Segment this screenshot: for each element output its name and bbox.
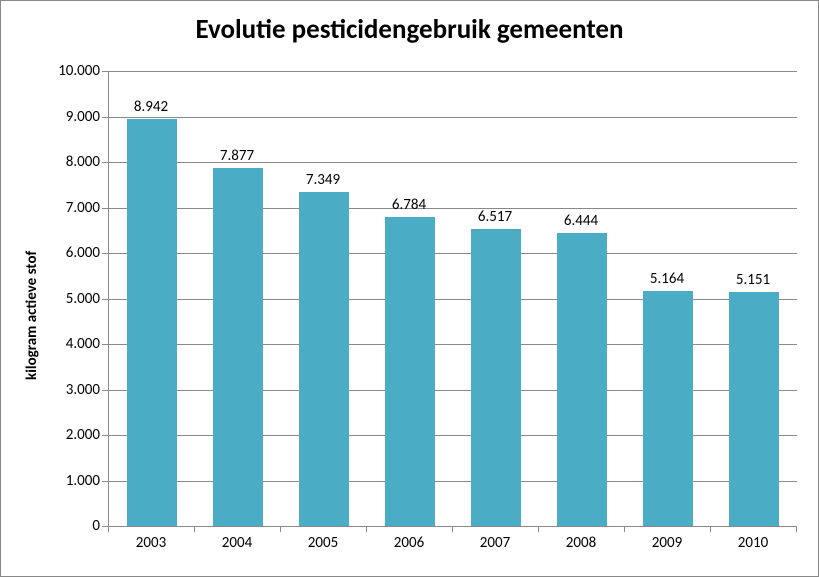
y-tick-label: 6.000 <box>42 244 100 262</box>
bar <box>385 217 435 526</box>
bar-value-label: 6.444 <box>538 212 624 230</box>
y-tick-label: 0 <box>42 517 100 535</box>
x-tick-mark <box>194 526 195 532</box>
x-tick-label: 2006 <box>366 534 452 552</box>
y-tick-label: 5.000 <box>42 290 100 308</box>
bar-value-label: 5.151 <box>710 271 796 289</box>
y-tick-label: 2.000 <box>42 426 100 444</box>
bar <box>643 291 693 526</box>
x-tick-mark <box>710 526 711 532</box>
y-tick-label: 1.000 <box>42 472 100 490</box>
bar-value-label: 6.517 <box>452 208 538 226</box>
x-tick-label: 2008 <box>538 534 624 552</box>
y-tick-label: 8.000 <box>42 153 100 171</box>
x-tick-label: 2003 <box>108 534 194 552</box>
bar <box>299 192 349 526</box>
x-tick-mark <box>538 526 539 532</box>
y-tick-mark <box>102 117 108 118</box>
bar <box>471 229 521 526</box>
bar <box>729 292 779 526</box>
y-tick-mark <box>102 481 108 482</box>
y-tick-mark <box>102 390 108 391</box>
bar-value-label: 7.877 <box>194 147 280 165</box>
x-tick-label: 2004 <box>194 534 280 552</box>
bar-value-label: 6.784 <box>366 196 452 214</box>
x-tick-label: 2010 <box>710 534 796 552</box>
x-tick-mark <box>452 526 453 532</box>
y-tick-label: 10.000 <box>42 62 100 80</box>
chart-container: Evolutie pesticidengebruik gemeenten kil… <box>0 0 819 577</box>
x-tick-mark <box>796 526 797 532</box>
x-tick-mark <box>280 526 281 532</box>
bar <box>557 233 607 526</box>
bar <box>213 168 263 526</box>
bar-value-label: 5.164 <box>624 270 710 288</box>
x-tick-label: 2009 <box>624 534 710 552</box>
x-tick-mark <box>366 526 367 532</box>
y-tick-label: 7.000 <box>42 199 100 217</box>
plot-area <box>108 71 797 527</box>
bar-value-label: 7.349 <box>280 171 366 189</box>
y-tick-mark <box>102 344 108 345</box>
bar-value-label: 8.942 <box>108 98 194 116</box>
y-tick-label: 4.000 <box>42 335 100 353</box>
chart-title: Evolutie pesticidengebruik gemeenten <box>1 13 818 46</box>
y-tick-mark <box>102 208 108 209</box>
x-tick-label: 2005 <box>280 534 366 552</box>
y-tick-mark <box>102 71 108 72</box>
y-axis-label: kilogram actieve stof <box>23 251 41 380</box>
y-tick-label: 9.000 <box>42 108 100 126</box>
y-tick-mark <box>102 162 108 163</box>
x-tick-label: 2007 <box>452 534 538 552</box>
x-tick-mark <box>108 526 109 532</box>
x-tick-mark <box>624 526 625 532</box>
gridline <box>109 117 797 118</box>
y-tick-mark <box>102 435 108 436</box>
y-tick-mark <box>102 253 108 254</box>
gridline <box>109 71 797 72</box>
y-tick-mark <box>102 299 108 300</box>
bar <box>127 119 177 526</box>
y-tick-label: 3.000 <box>42 381 100 399</box>
